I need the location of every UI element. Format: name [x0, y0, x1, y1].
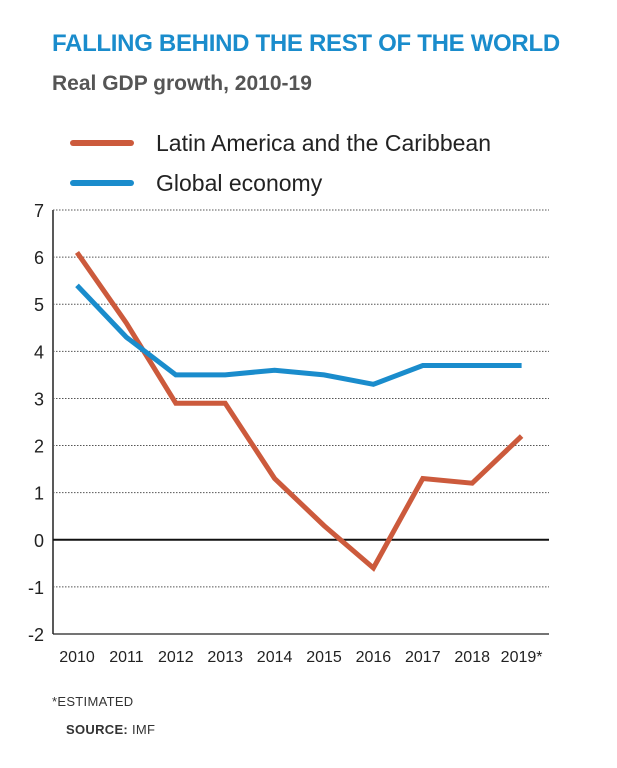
y-tick-label-6: 6	[34, 248, 44, 268]
x-tick-label-2014: 2014	[257, 649, 293, 666]
x-tick-label-2016: 2016	[356, 649, 392, 666]
legend-item-latin-america: Latin America and the Caribbean	[70, 123, 491, 163]
legend-label-latin-america: Latin America and the Caribbean	[156, 129, 491, 156]
x-tick-label-2012: 2012	[158, 649, 194, 666]
x-tick-label-2019: 2019*	[501, 649, 543, 666]
source-line: SOURCE: IMF	[66, 722, 155, 737]
y-tick-label-7: 7	[34, 201, 44, 221]
y-tick-label-1: 1	[34, 484, 44, 504]
legend-swatch-global-economy	[70, 180, 134, 186]
x-tick-label-2010: 2010	[59, 649, 95, 666]
x-tick-label-2015: 2015	[306, 649, 342, 666]
chart-subtitle: Real GDP growth, 2010-19	[52, 72, 312, 95]
source-label: SOURCE:	[66, 722, 129, 737]
y-tick-label--1: -1	[28, 578, 44, 598]
legend-label-global-economy: Global economy	[156, 169, 323, 196]
legend-swatch-latin-america	[70, 140, 134, 146]
y-tick-label-2: 2	[34, 437, 44, 457]
footnote-estimated: *ESTIMATED	[52, 694, 134, 709]
legend: Latin America and the Caribbean Global e…	[70, 123, 491, 203]
x-tick-label-2018: 2018	[454, 649, 490, 666]
x-tick-label-2017: 2017	[405, 649, 441, 666]
x-tick-label-2011: 2011	[109, 649, 144, 666]
series-line-latin-america	[74, 250, 524, 572]
chart-title: FALLING BEHIND THE REST OF THE WORLD	[52, 30, 560, 57]
x-tick-label-2013: 2013	[207, 649, 243, 666]
y-tick-label-5: 5	[34, 295, 44, 315]
y-tick-label--2: -2	[28, 625, 44, 645]
y-tick-label-3: 3	[34, 389, 44, 409]
series-line-global-economy	[75, 283, 522, 387]
y-tick-label-4: 4	[34, 342, 44, 362]
source-value: IMF	[131, 722, 156, 737]
y-tick-label-0: 0	[34, 531, 44, 551]
legend-item-global-economy: Global economy	[70, 163, 491, 203]
